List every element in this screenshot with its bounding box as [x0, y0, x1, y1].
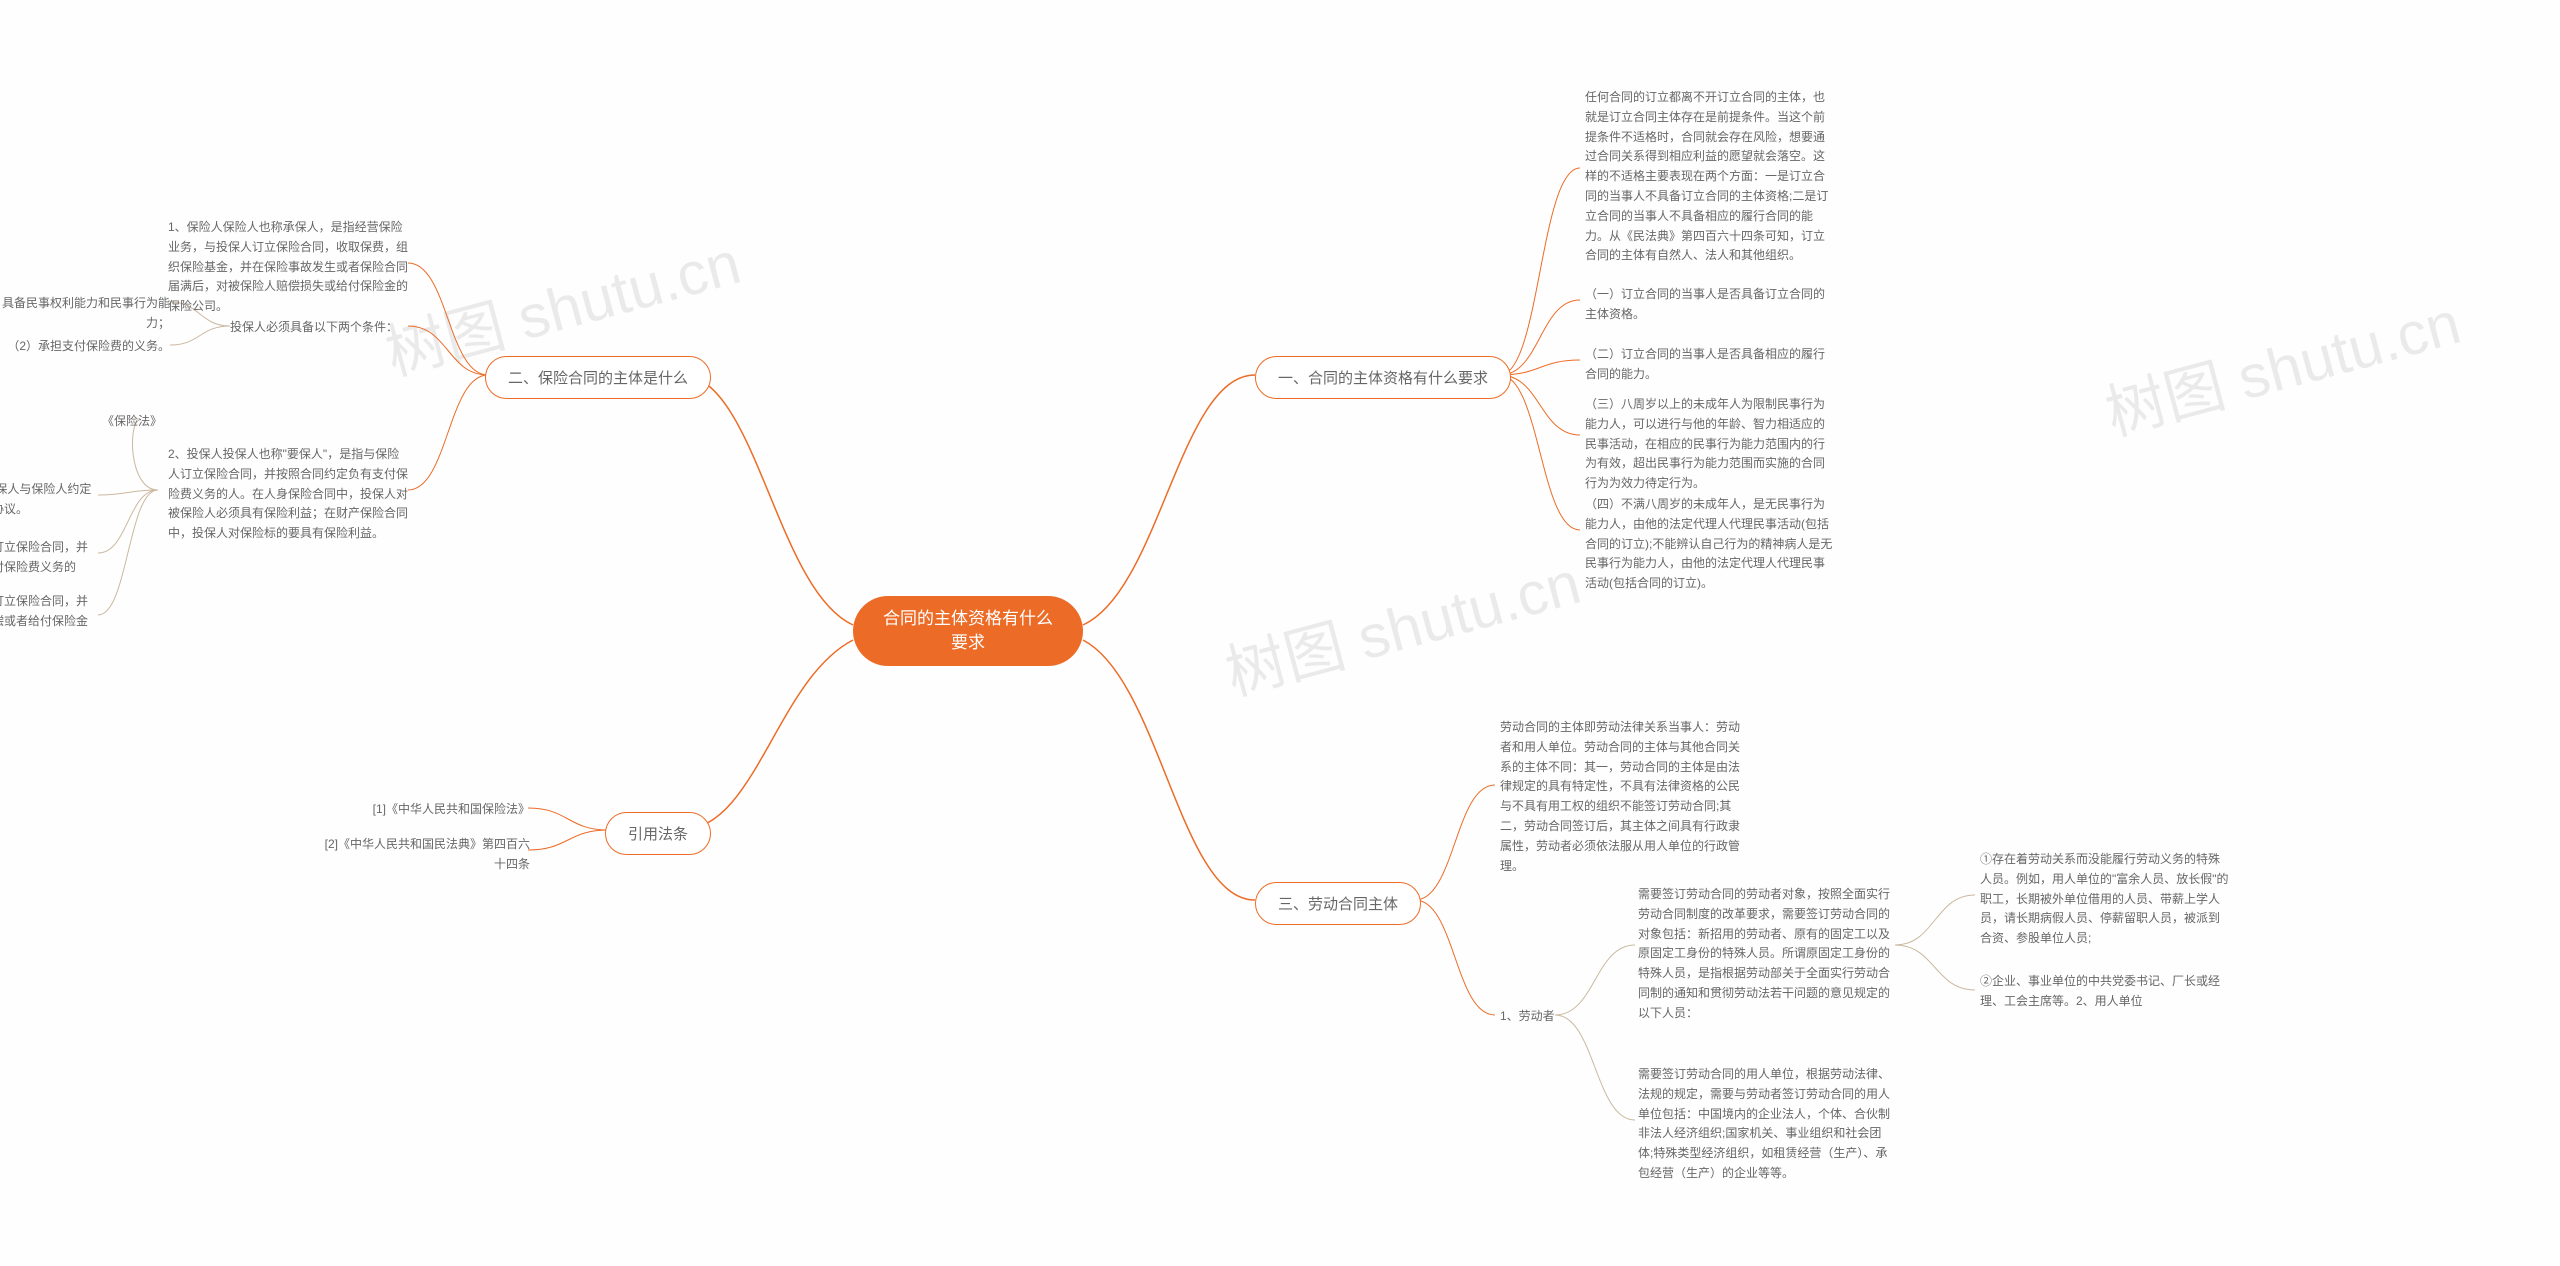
b3-c2a1: ①存在着劳动关系而没能履行劳动义务的特殊人员。例如，用人单位的"富余人员、放长假… — [1980, 850, 2230, 949]
b2-c2b: （2）承担支付保险费的义务。 — [0, 337, 170, 357]
branch-2: 二、保险合同的主体是什么 — [485, 356, 711, 399]
b2-c3: 2、投保人投保人也称"要保人"，是指与保险人订立保险合同，并按照合同约定负有支付… — [168, 445, 408, 544]
b2-c4c: 保险人是指与投保人订立保险合同，并按照合同约定承担赔偿或者给付保险金责任的保险公… — [0, 592, 99, 651]
center-node: 合同的主体资格有什么要求 — [853, 596, 1083, 666]
b1-c1: 任何合同的订立都离不开订立合同的主体，也就是订立合同主体存在是前提条件。当这个前… — [1585, 88, 1835, 266]
b3-c2-label: 1、劳动者 — [1500, 1007, 1570, 1027]
b1-c3: （二）订立合同的当事人是否具备相应的履行合同的能力。 — [1585, 345, 1835, 385]
b2-c1: 1、保险人保险人也称承保人，是指经营保险业务，与投保人订立保险合同，收取保费，组… — [168, 218, 408, 317]
b4-c1: [1]《中华人民共和国保险法》 — [350, 800, 530, 820]
branch-1: 一、合同的主体资格有什么要求 — [1255, 356, 1511, 399]
b2-c4a: 第十条 保险合同是投保人与保险人约定保险权利义务关系的协议。 — [0, 480, 99, 520]
b4-c2: [2]《中华人民共和国民法典》第四百六十四条 — [318, 835, 530, 875]
b1-c4: （三）八周岁以上的未成年人为限制民事行为能力人，可以进行与他的年龄、智力相适应的… — [1585, 395, 1835, 494]
b3-c2b: 需要签订劳动合同的用人单位，根据劳动法律、法规的规定，需要与劳动者签订劳动合同的… — [1638, 1065, 1893, 1184]
b2-c2a: (1）具备民事权利能力和民事行为能力； — [0, 294, 170, 334]
b1-c2: （一）订立合同的当事人是否具备订立合同的主体资格。 — [1585, 285, 1835, 325]
b3-c2a: 需要签订劳动合同的劳动者对象，按照全面实行劳动合同制度的改革要求，需要签订劳动合… — [1638, 885, 1893, 1024]
watermark: 树图 shutu.cn — [1215, 534, 1589, 712]
b1-c5: （四）不满八周岁的未成年人，是无民事行为能力人，由他的法定代理人代理民事活动(包… — [1585, 495, 1835, 594]
b2-c4b: 投保人是指与保险人订立保险合同，并按照合同约定负有支付保险费义务的人。 — [0, 538, 99, 597]
b2-c4-label: 《保险法》 — [92, 412, 162, 432]
b3-c1: 劳动合同的主体即劳动法律关系当事人：劳动者和用人单位。劳动合同的主体与其他合同关… — [1500, 718, 1750, 876]
branch-4: 引用法条 — [605, 812, 711, 855]
watermark: 树图 shutu.cn — [2095, 274, 2469, 452]
b2-c2-label: 投保人必须具备以下两个条件： — [230, 318, 410, 338]
b3-c2a2: ②企业、事业单位的中共党委书记、厂长或经理、工会主席等。2、用人单位 — [1980, 972, 2230, 1012]
branch-3: 三、劳动合同主体 — [1255, 882, 1421, 925]
connector-lines — [0, 0, 2560, 1266]
